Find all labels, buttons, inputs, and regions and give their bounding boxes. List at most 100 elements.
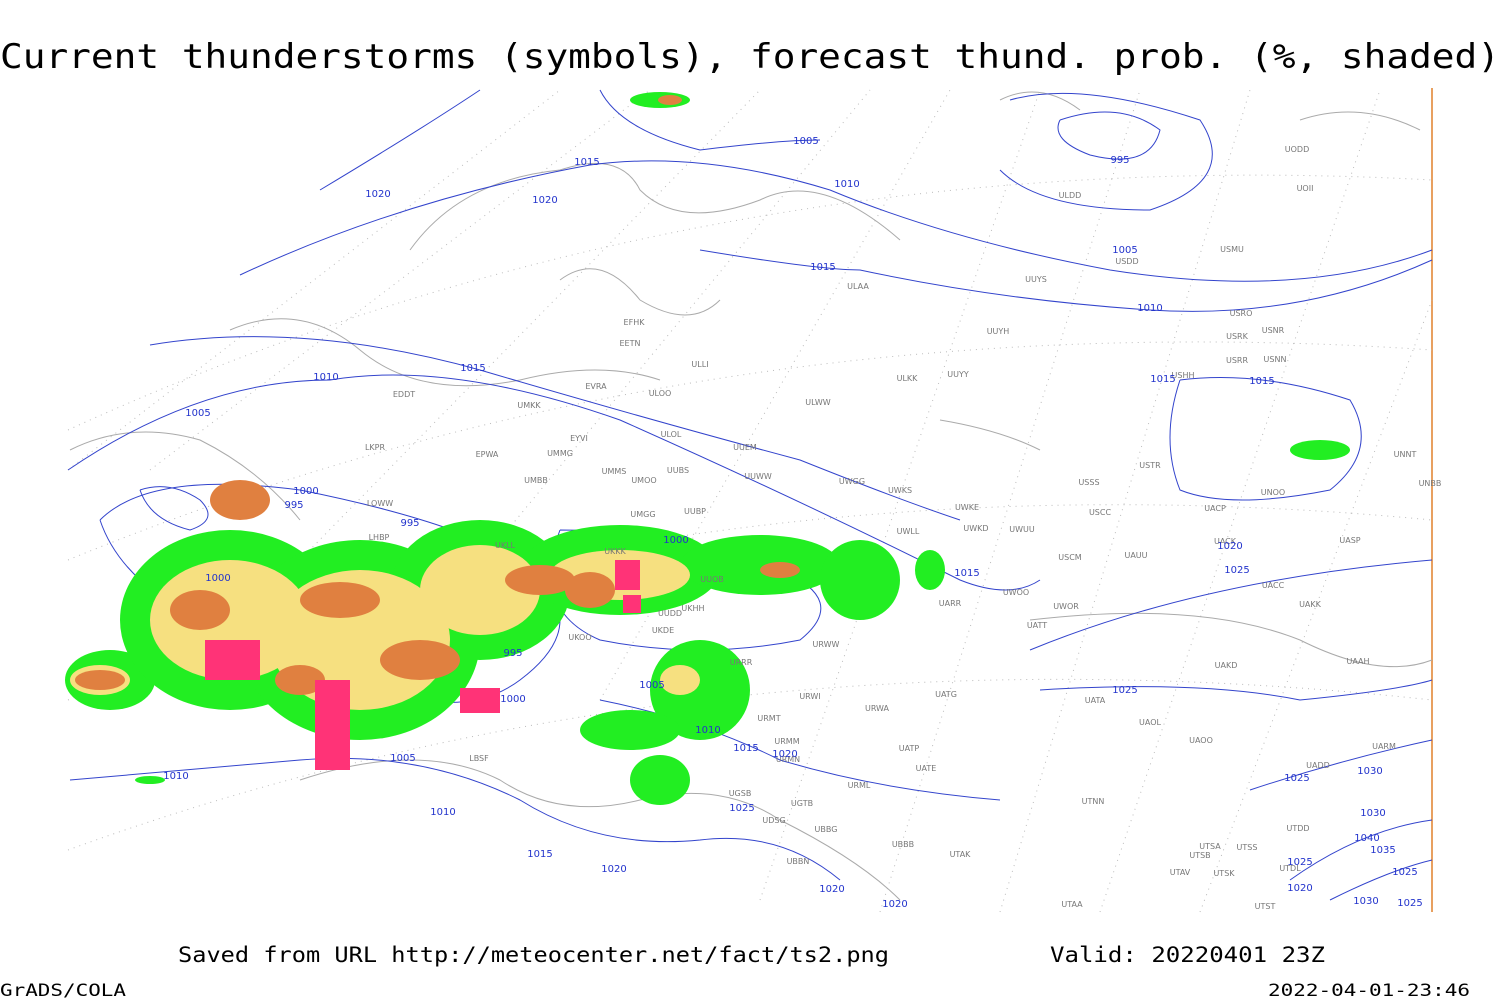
station-code: USRR xyxy=(1226,356,1248,365)
station-code: UUWW xyxy=(744,472,772,481)
station-code: UTAK xyxy=(950,850,972,859)
isobar-label: 1030 xyxy=(1360,808,1385,819)
isobar-label: 1005 xyxy=(1112,245,1137,256)
isobar-label: 1000 xyxy=(205,573,230,584)
station-code: UMMS xyxy=(602,467,627,476)
station-code: URWI xyxy=(799,692,820,701)
station-code: UASP xyxy=(1339,536,1360,545)
isobar-label: 1010 xyxy=(313,372,338,383)
station-code: UKLL xyxy=(495,541,516,550)
station-code: UTNN xyxy=(1082,797,1105,806)
isobar-label: 995 xyxy=(1110,155,1129,166)
station-code: UTST xyxy=(1255,902,1276,911)
station-code: UATE xyxy=(916,764,937,773)
isobar-label: 1030 xyxy=(1357,766,1382,777)
station-code: UNNT xyxy=(1394,450,1417,459)
station-code: UUOB xyxy=(700,575,724,584)
station-code: UACK xyxy=(1214,537,1237,546)
station-code: USTR xyxy=(1139,461,1161,470)
station-code: URWW xyxy=(813,640,840,649)
station-code: URML xyxy=(848,781,871,790)
station-code: UATA xyxy=(1085,696,1106,705)
thunderstorm-probability xyxy=(65,92,1350,805)
station-code: ULKK xyxy=(897,374,919,383)
isobar-label: 1020 xyxy=(1217,541,1242,552)
station-code: UKOO xyxy=(568,633,591,642)
isobar-label: 1015 xyxy=(1249,376,1274,387)
isobar-label: 1020 xyxy=(819,884,844,895)
station-code: UUYY xyxy=(947,370,969,379)
station-code: LBSF xyxy=(469,754,489,763)
station-code: UTSA xyxy=(1199,842,1221,851)
station-code: UDSG xyxy=(762,816,785,825)
isobar-label: 1025 xyxy=(1112,685,1137,696)
station-code: EDDT xyxy=(393,390,415,399)
station-code: UNBB xyxy=(1419,479,1442,488)
station-code: UAOO xyxy=(1189,736,1213,745)
isobar-label: 1025 xyxy=(1284,773,1309,784)
isobar-label: 1020 xyxy=(365,189,390,200)
station-code: UAAH xyxy=(1346,657,1369,666)
station-code: EVRA xyxy=(585,382,607,391)
station-code: USNN xyxy=(1264,355,1287,364)
isobar-label: 1020 xyxy=(772,749,797,760)
station-code: UMBB xyxy=(524,476,548,485)
station-code: UAKD xyxy=(1215,661,1238,670)
station-code: UNOO xyxy=(1261,488,1285,497)
station-code: ULOL xyxy=(661,430,682,439)
station-code: EFHK xyxy=(624,318,646,327)
isobar-label: 1015 xyxy=(527,849,552,860)
isobar-label: 1025 xyxy=(1224,565,1249,576)
station-code: UTSB xyxy=(1189,851,1210,860)
isobar-label: 1010 xyxy=(430,807,455,818)
station-code: UAUU xyxy=(1124,551,1147,560)
station-code: UTDL xyxy=(1279,864,1301,873)
station-code: URRR xyxy=(730,658,753,667)
graticule xyxy=(67,89,1433,913)
station-code: UATT xyxy=(1027,621,1047,630)
station-code: UWKS xyxy=(888,486,912,495)
station-code: UWGG xyxy=(839,477,865,486)
station-code: LKPR xyxy=(365,443,386,452)
isobar-label: 1010 xyxy=(834,179,859,190)
station-code: UACC xyxy=(1262,581,1285,590)
station-code: UWOR xyxy=(1053,602,1079,611)
isobar-label: 1015 xyxy=(1150,374,1175,385)
station-code: EETN xyxy=(620,339,641,348)
station-code: UUBS xyxy=(667,466,689,475)
isobar-label: 995 xyxy=(284,500,303,511)
isobar-label: 1005 xyxy=(793,136,818,147)
isobar-label: 1000 xyxy=(500,694,525,705)
station-code: USCC xyxy=(1089,508,1112,517)
isobar-label: 1005 xyxy=(185,408,210,419)
isobar-label: 1015 xyxy=(954,568,979,579)
station-code: UKHH xyxy=(681,604,704,613)
isobar-label: 1025 xyxy=(1392,867,1417,878)
station-code: USSS xyxy=(1078,478,1099,487)
station-code: LHBP xyxy=(369,533,390,542)
station-code: UMOO xyxy=(631,476,656,485)
station-code: UWKE xyxy=(955,503,979,512)
station-code: URMN xyxy=(776,755,800,764)
station-code: UUEM xyxy=(733,443,757,452)
station-code: USRO xyxy=(1230,309,1253,318)
station-code: URWA xyxy=(865,704,890,713)
station-code: USCM xyxy=(1058,553,1082,562)
station-code: UTAA xyxy=(1061,900,1083,909)
station-code: UKDE xyxy=(652,626,674,635)
station-code: USNR xyxy=(1262,326,1285,335)
isobar-label: 1015 xyxy=(810,262,835,273)
station-code: EYVI xyxy=(570,434,588,443)
isobar-label: 1025 xyxy=(1287,857,1312,868)
station-code: UTDD xyxy=(1286,824,1309,833)
station-code: UWUU xyxy=(1009,525,1035,534)
isobar-label: 1000 xyxy=(293,486,318,497)
station-code: UBBB xyxy=(892,840,914,849)
station-code: ULDD xyxy=(1059,191,1082,200)
station-code: USMU xyxy=(1220,245,1244,254)
station-code: UUBP xyxy=(684,507,706,516)
station-code: UWLL xyxy=(897,527,920,536)
station-code: LOWW xyxy=(367,499,393,508)
valid-time: Valid: 20220401 23Z xyxy=(1050,943,1325,967)
